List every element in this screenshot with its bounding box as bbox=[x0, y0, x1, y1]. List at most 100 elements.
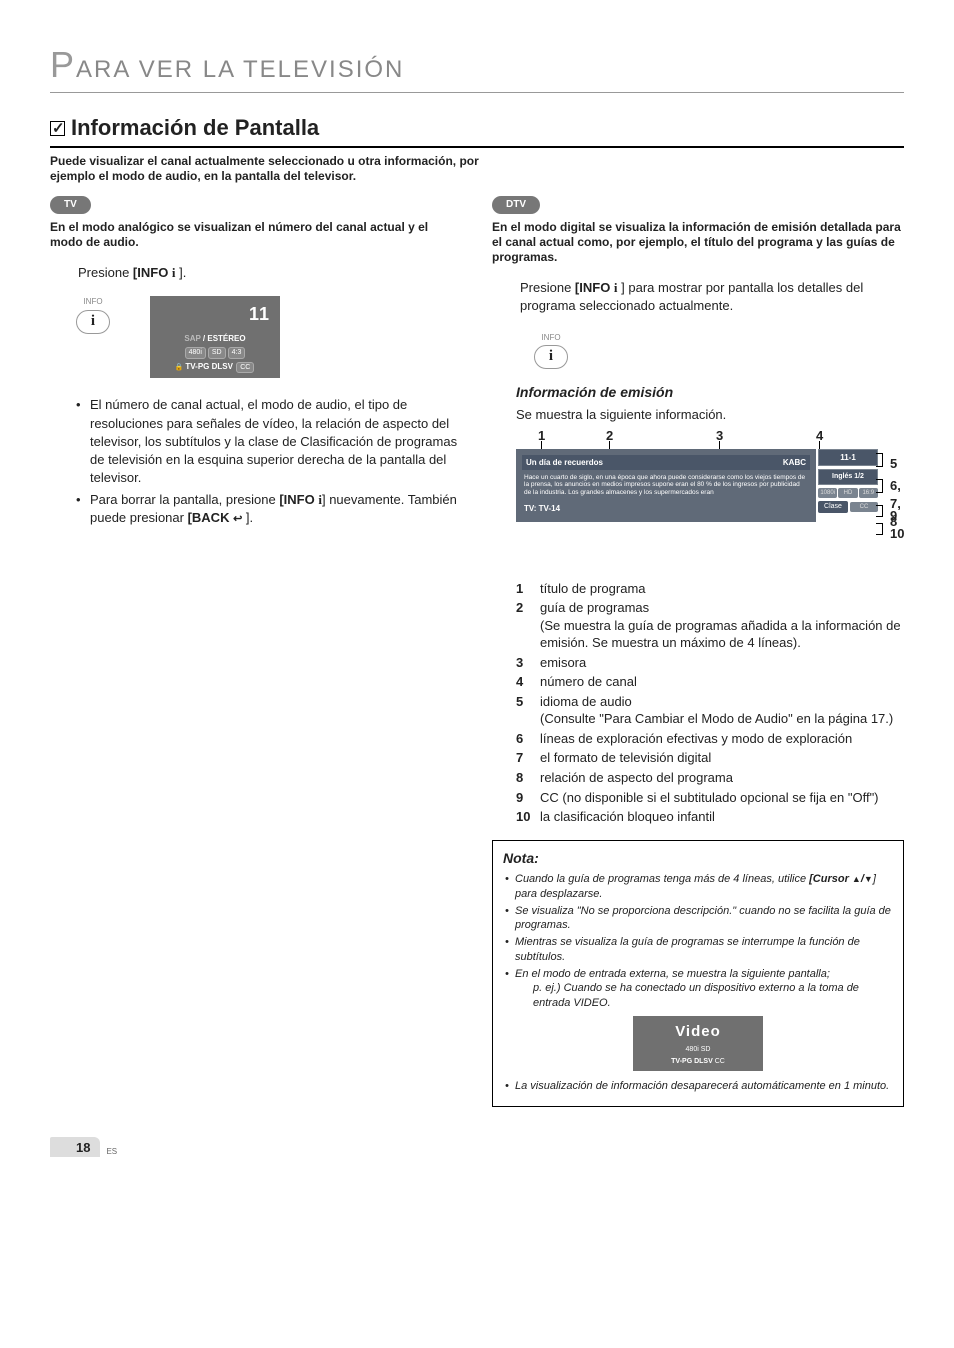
info-button-ref: [INFO i bbox=[279, 492, 322, 507]
tv-instruction: Presione [INFO i ]. bbox=[50, 264, 462, 282]
bullet-item: Para borrar la pantalla, presione [INFO … bbox=[90, 491, 462, 528]
note-list-2: La visualización de información desapare… bbox=[503, 1079, 893, 1093]
info-icon: i bbox=[614, 280, 618, 295]
legend-row: 10la clasificación bloqueo infantil bbox=[516, 808, 904, 826]
badge: SD bbox=[701, 1046, 711, 1053]
side-badges: 1080iHD16:9 bbox=[818, 488, 878, 498]
legend-num: 6 bbox=[516, 730, 540, 748]
legend-num: 4 bbox=[516, 673, 540, 691]
cc-badge: CC bbox=[236, 362, 254, 374]
badge: 1080i bbox=[818, 488, 837, 498]
arrow-down-icon bbox=[864, 873, 873, 885]
right-column: DTV En el modo digital se visualiza la i… bbox=[492, 194, 904, 1107]
badge: SD bbox=[208, 347, 226, 359]
header-rest: ARA VER LA TELEVISIÓN bbox=[76, 56, 404, 83]
badge: 480i bbox=[686, 1046, 699, 1053]
legend-num: 8 bbox=[516, 769, 540, 787]
info-icon: i bbox=[172, 265, 176, 280]
side-lang: Inglés 1/2 bbox=[818, 469, 878, 485]
dtv-press-line: Presione [INFO i ] para mostrar por pant… bbox=[520, 279, 904, 315]
dtv-mode-text: En el modo digital se visualiza la infor… bbox=[492, 220, 904, 265]
txt: ]. bbox=[179, 265, 186, 280]
badge: 480i bbox=[185, 347, 206, 359]
two-column-layout: TV En el modo analógico se visualizan el… bbox=[50, 194, 904, 1107]
txt: Presione bbox=[78, 265, 133, 280]
legend-list: 1título de programa 2guía de programas(S… bbox=[492, 580, 904, 826]
note-box: Nota: Cuando la guía de programas tenga … bbox=[492, 840, 904, 1107]
legend-text: CC (no disponible si el subtitulado opci… bbox=[540, 789, 879, 807]
badge: 16:9 bbox=[859, 488, 878, 498]
info-button-icon: i bbox=[534, 345, 568, 369]
dtv-pill: DTV bbox=[492, 196, 540, 214]
badge: 4:3 bbox=[228, 347, 246, 359]
legend-text: emisora bbox=[540, 654, 586, 672]
legend-row: 4número de canal bbox=[516, 673, 904, 691]
osd-rating: TV-PG DLSV CC bbox=[154, 360, 276, 375]
legend-num: 10 bbox=[516, 808, 540, 826]
legend-num: 2 bbox=[516, 599, 540, 652]
cc-badge: CC bbox=[850, 502, 878, 512]
txt: [Cursor bbox=[809, 873, 852, 885]
video-osd-box: Video 480i SD TV-PG DLSV CC bbox=[633, 1016, 763, 1071]
info-button-icon: i bbox=[76, 310, 110, 334]
legend-row: 5idioma de audio(Consulte "Para Cambiar … bbox=[516, 693, 904, 728]
legend-text: la clasificación bloqueo infantil bbox=[540, 808, 715, 826]
bullet-item: El número de canal actual, el modo de au… bbox=[90, 396, 462, 487]
legend-sub: (Se muestra la guía de programas añadida… bbox=[540, 618, 901, 651]
note-list: Cuando la guía de programas tenga más de… bbox=[503, 872, 893, 1010]
txt: Para borrar la pantalla, presione bbox=[90, 492, 279, 507]
side-channel: 11-1 bbox=[818, 449, 878, 466]
tv-press-line: Presione [INFO i ]. bbox=[78, 264, 462, 282]
legend-num: 1 bbox=[516, 580, 540, 598]
legend-row: 3emisora bbox=[516, 654, 904, 672]
remote-label: INFO bbox=[534, 332, 568, 343]
osd-sap: SAPSAP / ESTÉREO / ESTÉREO bbox=[154, 332, 276, 345]
legend-sub: (Consulte "Para Cambiar el Modo de Audio… bbox=[540, 711, 893, 726]
legend-text: título de programa bbox=[540, 580, 646, 598]
callout-10: 10 bbox=[890, 525, 904, 543]
txt: Presione bbox=[520, 280, 575, 295]
dtv-instruction: Presione [INFO i ] para mostrar por pant… bbox=[492, 279, 904, 369]
left-column: TV En el modo analógico se visualizan el… bbox=[50, 194, 462, 1107]
note-item: Cuando la guía de programas tenga más de… bbox=[515, 872, 893, 901]
osd-description: Hace un cuarto de siglo, en una época qu… bbox=[522, 472, 810, 498]
arrow-up-icon bbox=[852, 873, 861, 885]
back-button-ref: [BACK bbox=[188, 510, 246, 525]
side-clase-row: Clase CC bbox=[818, 501, 878, 513]
osd-titlebar: Un día de recuerdos KABC bbox=[522, 455, 810, 470]
clase-label: Clase bbox=[818, 501, 848, 513]
note-title: Nota: bbox=[503, 849, 893, 869]
txt: [INFO bbox=[133, 265, 172, 280]
header-big-letter: P bbox=[50, 44, 76, 85]
note-item: Mientras se visualiza la guía de program… bbox=[515, 935, 893, 964]
page-footer: 18 ES bbox=[50, 1137, 904, 1157]
txt: [BACK bbox=[188, 510, 234, 525]
legend-text: relación de aspecto del programa bbox=[540, 769, 733, 787]
video-badges: 480i SD bbox=[636, 1044, 760, 1056]
broadcast-subtext: Se muestra la siguiente información. bbox=[516, 406, 904, 424]
legend-text: líneas de exploración efectivas y modo d… bbox=[540, 730, 852, 748]
tv-bullets: El número de canal actual, el modo de au… bbox=[50, 396, 462, 528]
legend-text: el formato de televisión digital bbox=[540, 749, 711, 767]
note-item: La visualización de información desapare… bbox=[515, 1079, 893, 1093]
note-sub: p. ej.) Cuando se ha conectado un dispos… bbox=[515, 981, 893, 1010]
osd-rating: TV: TV-14 bbox=[522, 501, 810, 516]
remote-label: INFO bbox=[76, 296, 110, 307]
osd-channel: 11 bbox=[154, 300, 276, 331]
osd-badges: 480iSD4:3 bbox=[154, 345, 276, 360]
legend-num: 3 bbox=[516, 654, 540, 672]
remote-info-button: INFO i bbox=[76, 296, 110, 333]
dtv-diagram: 1 2 3 4 Un día de recuerdos KABC Hace un… bbox=[516, 431, 904, 566]
lang-code: ES bbox=[106, 1146, 117, 1157]
header-title: PARA VER LA TELEVISIÓN bbox=[50, 40, 904, 90]
legend-num: 7 bbox=[516, 749, 540, 767]
tv-osd-box: 11 SAPSAP / ESTÉREO / ESTÉREO 480iSD4:3 … bbox=[150, 296, 280, 378]
callout-5: 5 bbox=[890, 455, 897, 473]
cursor-ref: [Cursor / bbox=[809, 873, 873, 885]
back-icon bbox=[233, 510, 242, 525]
txt: [INFO bbox=[279, 492, 318, 507]
legend-row: 2guía de programas(Se muestra la guía de… bbox=[516, 599, 904, 652]
txt: ]. bbox=[246, 510, 253, 525]
broadcast-subhead: Información de emisión bbox=[516, 383, 904, 403]
dtv-osd-box: Un día de recuerdos KABC Hace un cuarto … bbox=[516, 449, 816, 523]
